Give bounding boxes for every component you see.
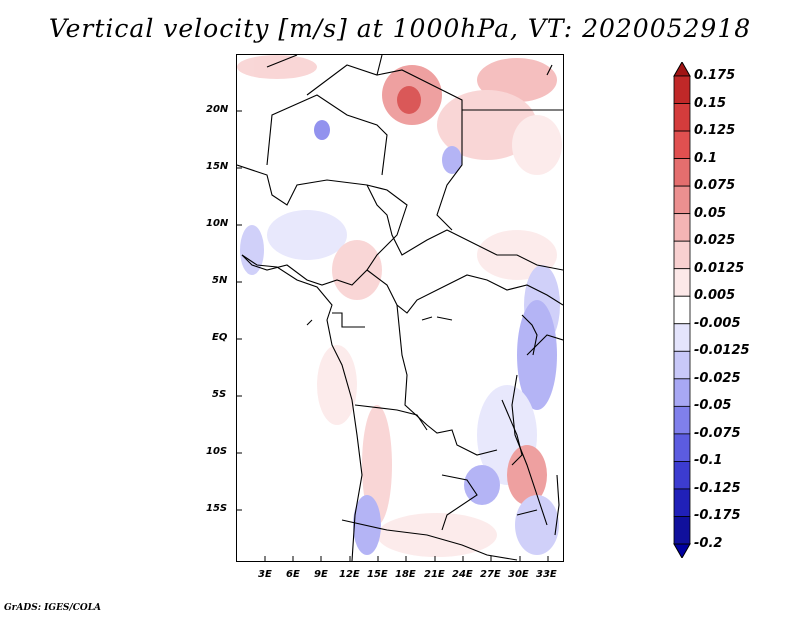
colorbar-label: 0.1 <box>694 150 718 166</box>
vertical-velocity-map <box>237 55 563 561</box>
lon-label-3e: 3E <box>258 569 272 580</box>
axis-ticks <box>237 110 549 561</box>
colorbar-band <box>673 130 691 159</box>
colorbar-label: -0.125 <box>694 480 741 496</box>
colorbar-band <box>673 350 691 380</box>
lon-label-9e: 9E <box>314 569 328 580</box>
colorbar-band <box>673 268 691 297</box>
lon-label-21e: 21E <box>424 569 445 580</box>
map-title: Vertical velocity [m/s] at 1000hPa, VT: … <box>48 14 752 43</box>
colorbar-label: 0.005 <box>694 288 736 304</box>
grads-credit: GrADS: IGES/COLA <box>4 603 102 613</box>
colorbar-label: 0.0125 <box>694 260 745 276</box>
colorbar-label: 0.025 <box>694 233 736 249</box>
lat-label-10n: 10N <box>206 218 229 229</box>
colorbar <box>673 62 691 558</box>
lat-label-5n: 5N <box>212 275 228 286</box>
colorbar-label: -0.1 <box>694 453 723 469</box>
colorbar-label: -0.05 <box>694 398 732 414</box>
colorbar-label: 0.125 <box>694 123 736 139</box>
colorbar-label: -0.2 <box>694 536 723 551</box>
colorbar-label: 0.05 <box>694 205 727 221</box>
colorbar-band <box>673 405 691 435</box>
colorbar-label: -0.075 <box>694 425 741 441</box>
lat-label-10s: 10S <box>206 446 228 457</box>
lon-label-24e: 24E <box>452 569 473 580</box>
lat-label-eq: EQ <box>212 332 228 343</box>
lon-label-27e: 27E <box>480 569 501 580</box>
colorbar-band <box>673 461 691 490</box>
coastlines-borders <box>237 55 563 561</box>
colorbar-label: -0.025 <box>694 370 741 386</box>
colorbar-band <box>673 516 691 545</box>
colorbar-band <box>673 323 691 352</box>
colorbar-band <box>673 378 691 407</box>
colorbar-band <box>673 240 691 270</box>
lat-label-15n: 15N <box>206 161 229 172</box>
colorbar-label: 0.075 <box>694 178 736 194</box>
colorbar-label: -0.005 <box>694 315 741 331</box>
colorbar-label: 0.15 <box>694 95 727 111</box>
colorbar-band <box>673 295 691 325</box>
colorbar-band <box>673 158 691 187</box>
colorbar-band <box>673 75 691 104</box>
lon-label-15e: 15E <box>367 569 388 580</box>
colorbar-label: 0.175 <box>694 68 736 83</box>
lon-label-6e: 6E <box>286 569 300 580</box>
colorbar-bottom-arrow <box>673 543 691 558</box>
lon-label-18e: 18E <box>395 569 416 580</box>
colorbar-band <box>673 213 691 242</box>
lon-label-30e: 30E <box>508 569 529 580</box>
lon-label-12e: 12E <box>339 569 360 580</box>
colorbar-band <box>673 488 691 517</box>
lat-label-15s: 15S <box>206 503 228 514</box>
colorbar-band <box>673 103 691 132</box>
colorbar-band <box>673 433 691 462</box>
colorbar-band <box>673 185 691 215</box>
colorbar-label: -0.175 <box>694 508 741 524</box>
lat-label-20n: 20N <box>206 104 229 115</box>
lon-label-33e: 33E <box>536 569 557 580</box>
map-panel <box>236 54 564 562</box>
colorbar-top-arrow <box>673 62 691 77</box>
colorbar-label: -0.0125 <box>694 343 750 359</box>
lat-label-5s: 5S <box>212 389 227 400</box>
